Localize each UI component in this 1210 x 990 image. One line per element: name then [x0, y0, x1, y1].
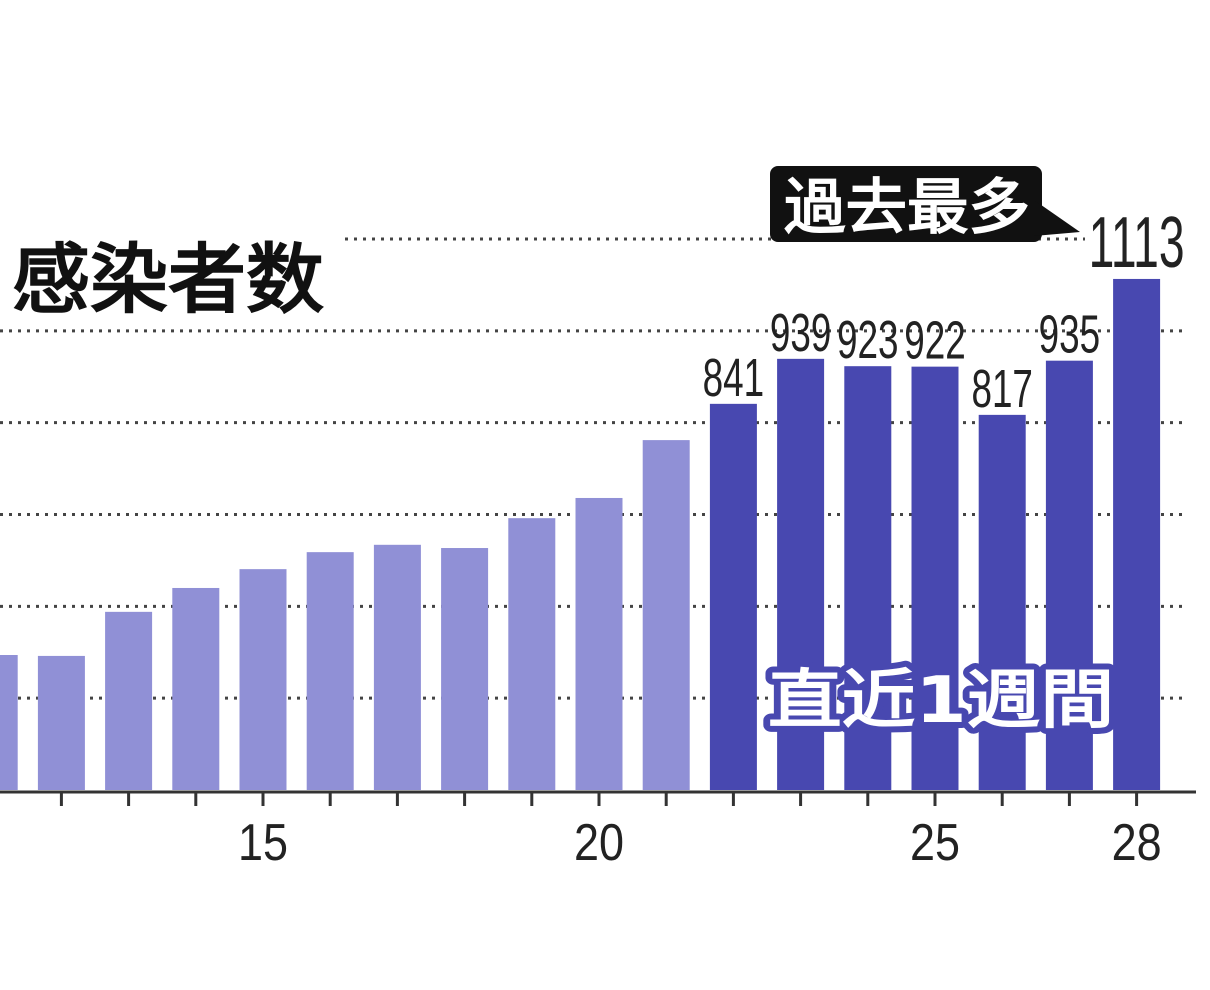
x-tick-label: 15 [238, 814, 288, 872]
bar [306, 552, 354, 790]
bar-recent-week [844, 366, 892, 790]
bar-recent-week [777, 358, 825, 790]
data-label: 935 [1039, 305, 1101, 365]
x-axis: 15 20 25 28 [0, 790, 1196, 872]
data-label: 1113 [1089, 203, 1185, 283]
bar [105, 611, 153, 790]
x-tick-label: 28 [1112, 814, 1162, 872]
x-tick-label: 20 [574, 814, 624, 872]
data-label: 841 [703, 348, 765, 408]
bar [373, 544, 421, 790]
data-label: 923 [837, 310, 899, 370]
bar-recent-week [709, 403, 757, 790]
bar [441, 548, 489, 790]
recent-week-label: 直近1週間 [768, 664, 1114, 738]
data-label: 817 [971, 359, 1033, 419]
record-high-callout: 過去最多 [770, 166, 1080, 243]
bar [642, 440, 690, 790]
bar-recent-week [1045, 360, 1093, 790]
data-label: 939 [770, 303, 832, 363]
bar-recent-week [978, 414, 1026, 790]
bar [239, 569, 287, 790]
bar-recent-week [911, 366, 959, 790]
chart-title: 感染者数 [12, 235, 324, 324]
callout-pointer [1034, 200, 1080, 236]
bar [575, 497, 623, 790]
callout-box [770, 166, 1042, 242]
data-label: 922 [904, 311, 966, 371]
bars [0, 278, 1161, 790]
bar [508, 518, 556, 790]
gridlines [0, 237, 1186, 700]
bar [0, 655, 18, 790]
bar-recent-week [1113, 278, 1161, 790]
x-tick-label: 25 [910, 814, 960, 872]
bar [172, 587, 220, 790]
bar [37, 655, 85, 790]
callout-text: 過去最多 [784, 173, 1030, 243]
